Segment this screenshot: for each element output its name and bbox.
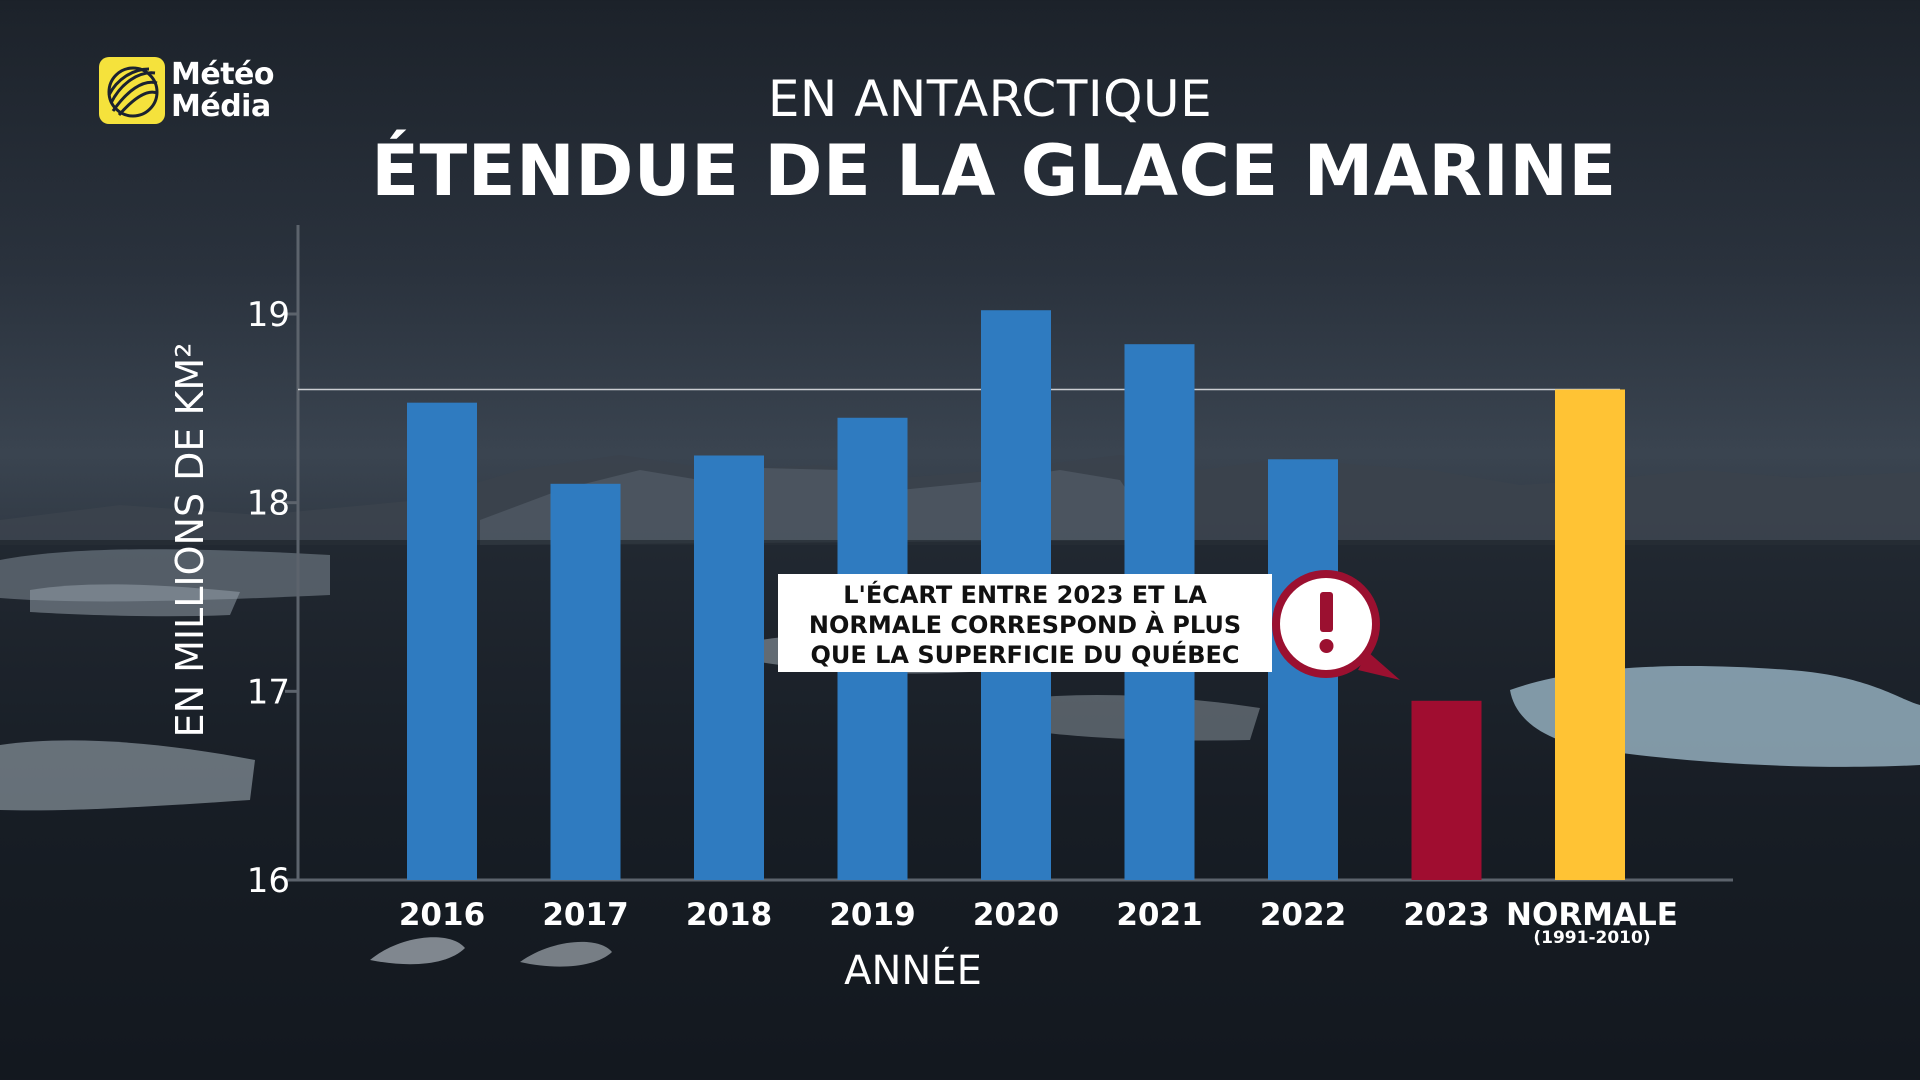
- bar-2017: [550, 483, 621, 880]
- y-tick-label: 19: [247, 295, 290, 335]
- x-tick-label: 2023: [1403, 897, 1489, 933]
- callout-box: L'ÉCART ENTRE 2023 ET LA NORMALE CORRESP…: [778, 574, 1272, 672]
- x-tick-label: 2019: [829, 897, 915, 933]
- y-tick-label: 18: [247, 484, 290, 524]
- callout-text: L'ÉCART ENTRE 2023 ET LA NORMALE CORRESP…: [778, 580, 1272, 670]
- chart-subtitle: EN ANTARCTIQUE: [767, 70, 1213, 128]
- x-tick-label: 2020: [973, 897, 1059, 933]
- exclamation-icon: [1272, 570, 1400, 680]
- y-tick-label: 16: [247, 861, 290, 901]
- meteomedia-logo: Météo Média: [99, 57, 279, 127]
- brand-name: Météo Média: [171, 57, 275, 124]
- y-axis-label: EN MILLIONS DE KM²: [168, 342, 212, 738]
- callout-line-3: QUE LA SUPERFICIE DU QUÉBEC: [810, 641, 1240, 669]
- x-tick-label: NORMALE: [1506, 897, 1678, 933]
- globe-icon: [99, 57, 165, 124]
- brand-line-2: Média: [171, 89, 271, 124]
- bar-2023: [1411, 700, 1482, 880]
- x-tick-label: 2017: [542, 897, 628, 933]
- x-tick-label: 2022: [1260, 897, 1346, 933]
- bar-normale: [1555, 389, 1625, 880]
- callout-line-2: NORMALE CORRESPOND À PLUS: [808, 611, 1242, 639]
- callout-line-1: L'ÉCART ENTRE 2023 ET LA: [843, 581, 1207, 609]
- x-tick-label: 2016: [399, 897, 485, 933]
- x-tick-label: 2018: [686, 897, 772, 933]
- bar-2016: [407, 402, 477, 880]
- bar-2018: [694, 455, 764, 880]
- y-tick-label: 17: [247, 672, 290, 712]
- x-axis-label: ANNÉE: [844, 948, 982, 994]
- x-tick-label: 2021: [1116, 897, 1202, 933]
- tick-sublabel-normale: (1991-2010): [1533, 928, 1651, 948]
- brand-line-1: Météo: [171, 57, 275, 92]
- chart-title: ÉTENDUE DE LA GLACE MARINE: [371, 130, 1617, 212]
